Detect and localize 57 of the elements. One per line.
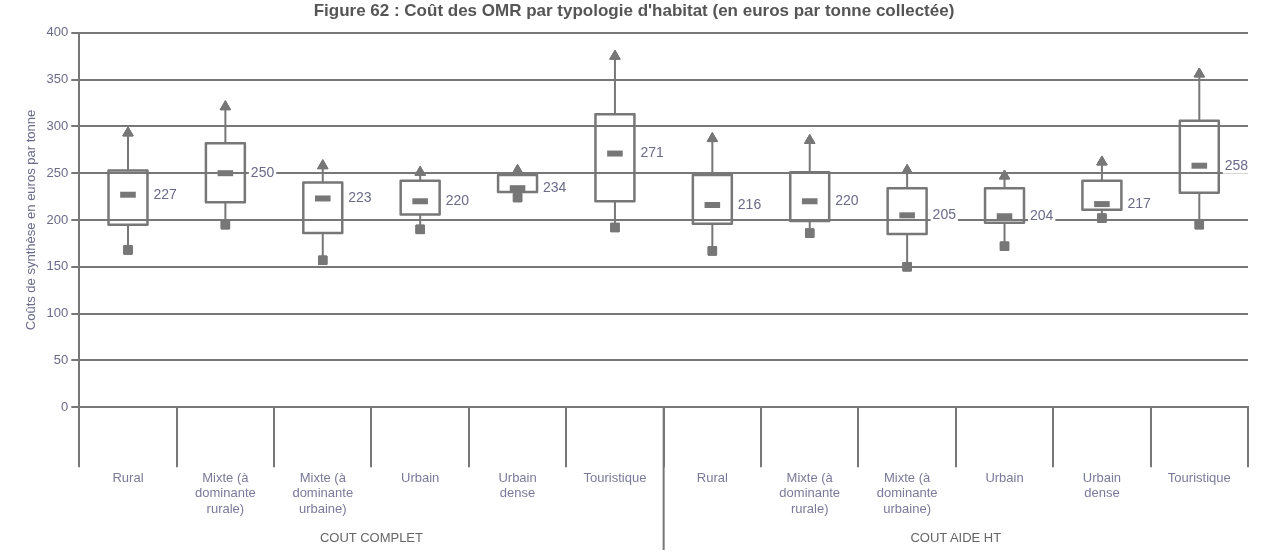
point — [707, 246, 718, 256]
x-tick-label: Urbain — [401, 469, 440, 485]
text: 217 — [1127, 194, 1151, 211]
point — [706, 132, 719, 143]
point — [122, 126, 134, 137]
text: 220 — [835, 192, 859, 209]
y-tick-label: 200 — [46, 211, 69, 227]
text: COUT AIDE HT — [910, 530, 1002, 545]
text: COUT COMPLET — [319, 530, 424, 545]
chart-title: Figure 62 : Coût des OMR par typologie d'habitat (en euros par tonne collectée) — [312, 0, 956, 22]
text: 204 — [1030, 207, 1054, 224]
x-tick-label: Urbain dense — [498, 469, 537, 501]
text: 223 — [348, 189, 372, 206]
point — [1193, 67, 1205, 78]
point — [414, 165, 426, 176]
point — [1097, 213, 1107, 223]
x-tick-label: Urbain dense — [1082, 469, 1122, 501]
y-tick-label: 100 — [46, 305, 69, 321]
y-tick-label: 300 — [46, 117, 69, 133]
text: 258 — [1224, 156, 1249, 173]
point — [317, 159, 329, 170]
point — [804, 133, 816, 144]
text: 250 — [250, 164, 275, 181]
y-tick-label: 150 — [46, 258, 69, 274]
x-tick-label: Mixte (à dominante urbaine) — [292, 469, 354, 516]
x-tick-label: Mixte (à dominante rurale) — [195, 469, 256, 516]
point — [609, 49, 621, 60]
text: 216 — [737, 195, 762, 212]
x-tick-label: Mixte (à dominante rurale) — [779, 469, 841, 516]
point — [415, 224, 425, 235]
x-tick-label: Rural — [696, 469, 728, 485]
text: 234 — [543, 179, 567, 196]
x-tick-label: Rural — [112, 469, 144, 485]
y-tick-label: 400 — [46, 24, 69, 40]
text: 220 — [445, 192, 469, 209]
x-tick-label: Urbain — [985, 469, 1024, 485]
text: 271 — [640, 144, 664, 161]
point — [998, 169, 1011, 180]
point — [123, 245, 133, 255]
point — [804, 228, 815, 238]
point — [999, 241, 1010, 251]
x-tick-label: Touristique — [583, 469, 647, 485]
y-tick-label: 250 — [46, 164, 69, 180]
y-tick-label: 0 — [61, 398, 69, 414]
point — [219, 100, 232, 111]
x-tick-label: Touristique — [1167, 469, 1231, 485]
x-tick-label: Mixte (à dominante urbaine) — [876, 469, 938, 516]
point — [610, 222, 620, 233]
point — [318, 255, 328, 265]
y-tick-label: 50 — [53, 351, 69, 367]
point — [512, 192, 523, 203]
y-tick-label: 350 — [46, 71, 69, 87]
point — [902, 262, 912, 272]
text: 205 — [932, 206, 956, 223]
text: 227 — [153, 185, 177, 202]
point — [1096, 155, 1108, 166]
y-axis-title: Coûts de synthèse en euros par tonne — [23, 109, 39, 331]
